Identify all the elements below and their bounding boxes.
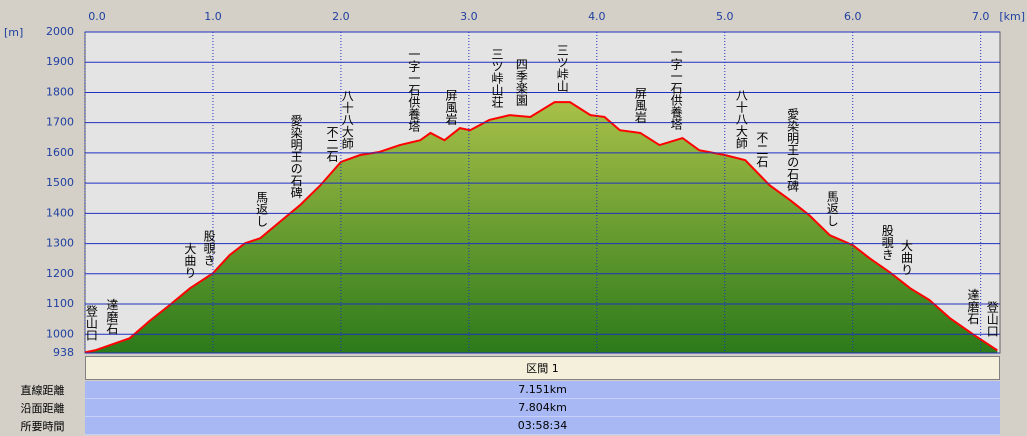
annotation: 屏風岩	[444, 89, 458, 125]
x-tick-label: 5.0	[716, 10, 734, 23]
annotation: 馬返し	[255, 191, 269, 227]
x-tick-label: 7.0	[972, 10, 990, 23]
row-value: 03:58:34	[85, 417, 1000, 435]
annotation: 三ツ峠山荘	[490, 48, 504, 109]
x-tick-label: 2.0	[332, 10, 350, 23]
annotation: 屏風岩	[633, 87, 647, 123]
x-axis-label: [km]	[999, 10, 1025, 23]
annotation: 大曲り	[183, 242, 197, 278]
annotation: 股覗き	[880, 224, 894, 260]
area-fill	[85, 102, 998, 353]
annotation: 四季楽園	[514, 58, 528, 106]
y-tick-label: 1600	[46, 146, 74, 159]
annotation: 不二石	[325, 126, 339, 162]
y-tick-label: 1800	[46, 85, 74, 98]
annotation: 達磨石	[966, 288, 980, 324]
annotation: 不二石	[755, 131, 769, 167]
y-tick-label: 1100	[46, 297, 74, 310]
annotation: 大曲り	[899, 239, 913, 275]
y-tick-label: 938	[53, 346, 74, 356]
chart: [m] [km] 938 1000 1100 1200 1300 1400 1500 1600…	[4, 10, 1025, 356]
annotation: 登山口	[84, 304, 98, 341]
annotation: 一字一石供養塔	[407, 48, 421, 133]
annotation: 一字一石供養塔	[669, 46, 683, 131]
y-tick-label: 1700	[46, 116, 74, 129]
row-label: 沿面距離	[0, 399, 85, 417]
x-tick-label: 0.0	[88, 10, 106, 23]
row-value: 7.151km	[85, 381, 1000, 399]
y-tick-label: 1200	[46, 267, 74, 280]
annotation: 股覗き	[202, 229, 216, 265]
y-tick-label: 1500	[46, 176, 74, 189]
profile-line	[84, 101, 998, 354]
x-tick-label: 3.0	[460, 10, 478, 23]
row-label: 直線距離	[0, 381, 85, 399]
x-tick-label: 6.0	[844, 10, 862, 23]
row-value: 7.804km	[85, 399, 1000, 417]
annotation: 八十八大師	[734, 89, 748, 149]
annotation: 登山口	[985, 299, 999, 336]
y-tick-label: 1400	[46, 206, 74, 219]
annotation: 愛染明王の石碑	[786, 108, 800, 192]
y-tick-label: 1300	[46, 237, 74, 250]
section-header: 区間 1	[85, 356, 1000, 380]
y-axis-label: [m]	[4, 26, 23, 39]
y-tick-label: 2000	[46, 25, 74, 38]
annotation: 八十八大師	[340, 90, 354, 150]
annotation: 馬返し	[825, 190, 839, 226]
annotation: 愛染明王の石碑	[289, 114, 303, 198]
x-tick-label: 1.0	[204, 10, 222, 23]
annotation: 三ツ峠山	[555, 44, 569, 92]
annotation: 達磨石	[105, 298, 119, 334]
y-tick-label: 1000	[46, 327, 74, 340]
x-tick-label: 4.0	[588, 10, 606, 23]
y-tick-label: 1900	[46, 55, 74, 68]
row-label: 所要時間	[0, 417, 85, 435]
